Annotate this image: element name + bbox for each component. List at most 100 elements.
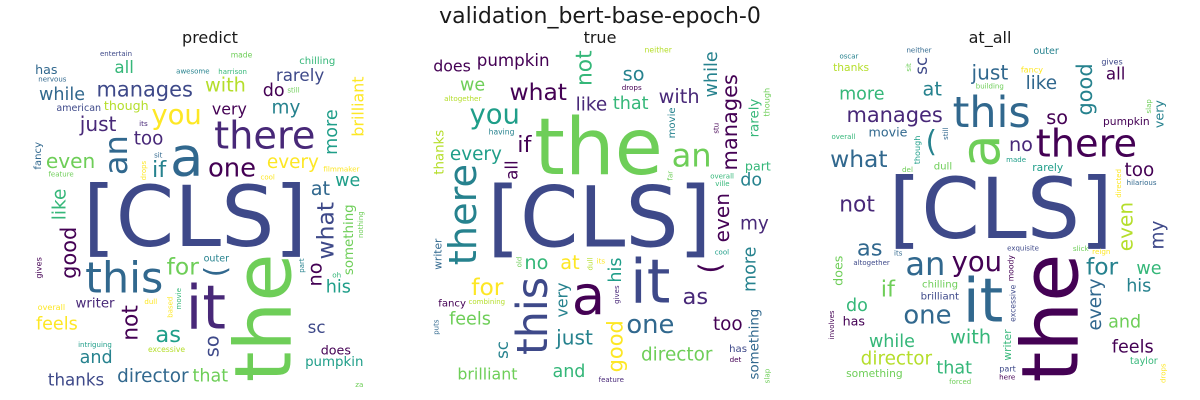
word-not: not — [572, 50, 597, 86]
word-neither: neither — [645, 46, 673, 55]
word-det: det — [730, 355, 742, 364]
word-dull: dull — [586, 258, 594, 271]
word-every: every — [450, 144, 502, 165]
figure-title: validation_bert-base-epoch-0 — [439, 4, 761, 29]
word-brilliant: brilliant — [457, 364, 517, 383]
word-thanks: thanks — [48, 370, 104, 390]
word-slap: slap — [1145, 99, 1153, 114]
word-sc: sc — [492, 341, 512, 359]
word-not: not — [839, 193, 875, 218]
word-drops: drops — [1160, 363, 1168, 383]
word-does: does — [321, 342, 351, 357]
word-rarely: rarely — [747, 99, 762, 138]
word-like: like — [576, 95, 608, 116]
word-at: at — [311, 177, 331, 200]
word-like: like — [1026, 73, 1058, 94]
word-a: a — [572, 263, 605, 327]
word-made: made — [1006, 156, 1026, 164]
word-fancy: fancy — [1021, 64, 1043, 74]
word-we: we — [335, 171, 360, 191]
word-this: this — [508, 277, 558, 355]
word-and: and — [552, 362, 585, 382]
word-like: like — [50, 189, 71, 221]
word-slap: slap — [763, 368, 772, 383]
word-it: it — [963, 266, 1003, 336]
word-a: a — [170, 124, 203, 188]
word-too: too — [134, 128, 164, 149]
word-so: so — [1046, 106, 1068, 129]
word-brilliant: brilliant — [349, 77, 367, 137]
word-too: too — [1124, 160, 1154, 181]
word-we: we — [460, 76, 485, 96]
word-dull: dull — [144, 298, 157, 306]
word-not: not — [119, 305, 144, 341]
word-director: director — [117, 366, 189, 387]
word-this: this — [953, 88, 1031, 138]
word-gives: gives — [33, 257, 43, 278]
word-feature: feature — [599, 376, 624, 384]
word-has: has — [843, 313, 865, 328]
word-one: one — [626, 310, 674, 340]
word-every: every — [267, 152, 319, 173]
word-nothing: nothing — [357, 211, 365, 238]
word-if: if — [881, 277, 896, 303]
word-at: at — [560, 251, 580, 274]
word-though: though — [762, 88, 772, 117]
word-does: does — [831, 256, 846, 286]
word-writer: writer — [432, 238, 445, 270]
word-do: do — [263, 81, 285, 101]
word-taylor: taylor — [1130, 356, 1158, 367]
word-no: no — [303, 262, 326, 286]
word-just: just — [555, 325, 593, 349]
word-forced: forced — [949, 378, 971, 386]
word-all: all — [1106, 64, 1126, 84]
word-my: my — [272, 98, 301, 119]
word-you: you — [952, 247, 1002, 278]
word-slick: slick — [1073, 244, 1090, 253]
word-gives: gives — [613, 285, 621, 304]
panel-title-true: true — [583, 28, 617, 47]
word-the: the — [217, 253, 309, 382]
word-cls: [CLS] — [83, 168, 307, 266]
word-paren: ( — [693, 262, 727, 273]
word-thanks: thanks — [833, 61, 869, 74]
word-za: za — [355, 380, 363, 389]
word-more: more — [322, 109, 342, 154]
word-while: while — [702, 51, 722, 97]
word-very: very — [212, 100, 247, 119]
word-part: part — [298, 258, 306, 273]
word-with: with — [659, 85, 700, 108]
wordcloud-at-all: [CLS]theitathistherean(youonewhatforasif… — [828, 46, 1168, 386]
word-outer: outer — [1033, 46, 1059, 57]
word-feature: feature — [48, 171, 73, 179]
word-dull: dull — [934, 161, 952, 172]
word-combining: combining — [469, 298, 506, 306]
word-that: that — [193, 367, 229, 387]
word-his: his — [326, 277, 351, 297]
word-nervous: nervous — [38, 75, 66, 83]
word-directed: directed — [1115, 169, 1123, 198]
word-an: an — [905, 245, 945, 283]
word-it: it — [186, 274, 226, 344]
word-as: as — [857, 235, 883, 261]
word-you: you — [470, 100, 520, 131]
word-outer: outer — [204, 254, 230, 265]
word-pumpkin: pumpkin — [305, 355, 363, 370]
panel-title-predict: predict — [182, 28, 238, 47]
word-fancy: fancy — [33, 142, 44, 170]
word-drops: drops — [622, 83, 642, 92]
word-and: and — [80, 348, 113, 368]
word-no: no — [1009, 133, 1033, 156]
word-chilling: chilling — [922, 280, 958, 291]
word-we: we — [1136, 259, 1161, 279]
word-very: very — [1152, 100, 1167, 128]
wordcloud-predict: [CLS]theitathistherean(youonewhatforasif… — [33, 50, 367, 390]
word-it: it — [630, 248, 670, 318]
word-neither: neither — [907, 46, 932, 54]
word-very: very — [552, 283, 571, 318]
word-still: still — [942, 128, 950, 140]
word-has: has — [729, 344, 747, 355]
word-gives: gives — [1101, 56, 1122, 66]
word-so: so — [201, 335, 224, 357]
panel-title-at-all: at_all — [968, 28, 1012, 47]
